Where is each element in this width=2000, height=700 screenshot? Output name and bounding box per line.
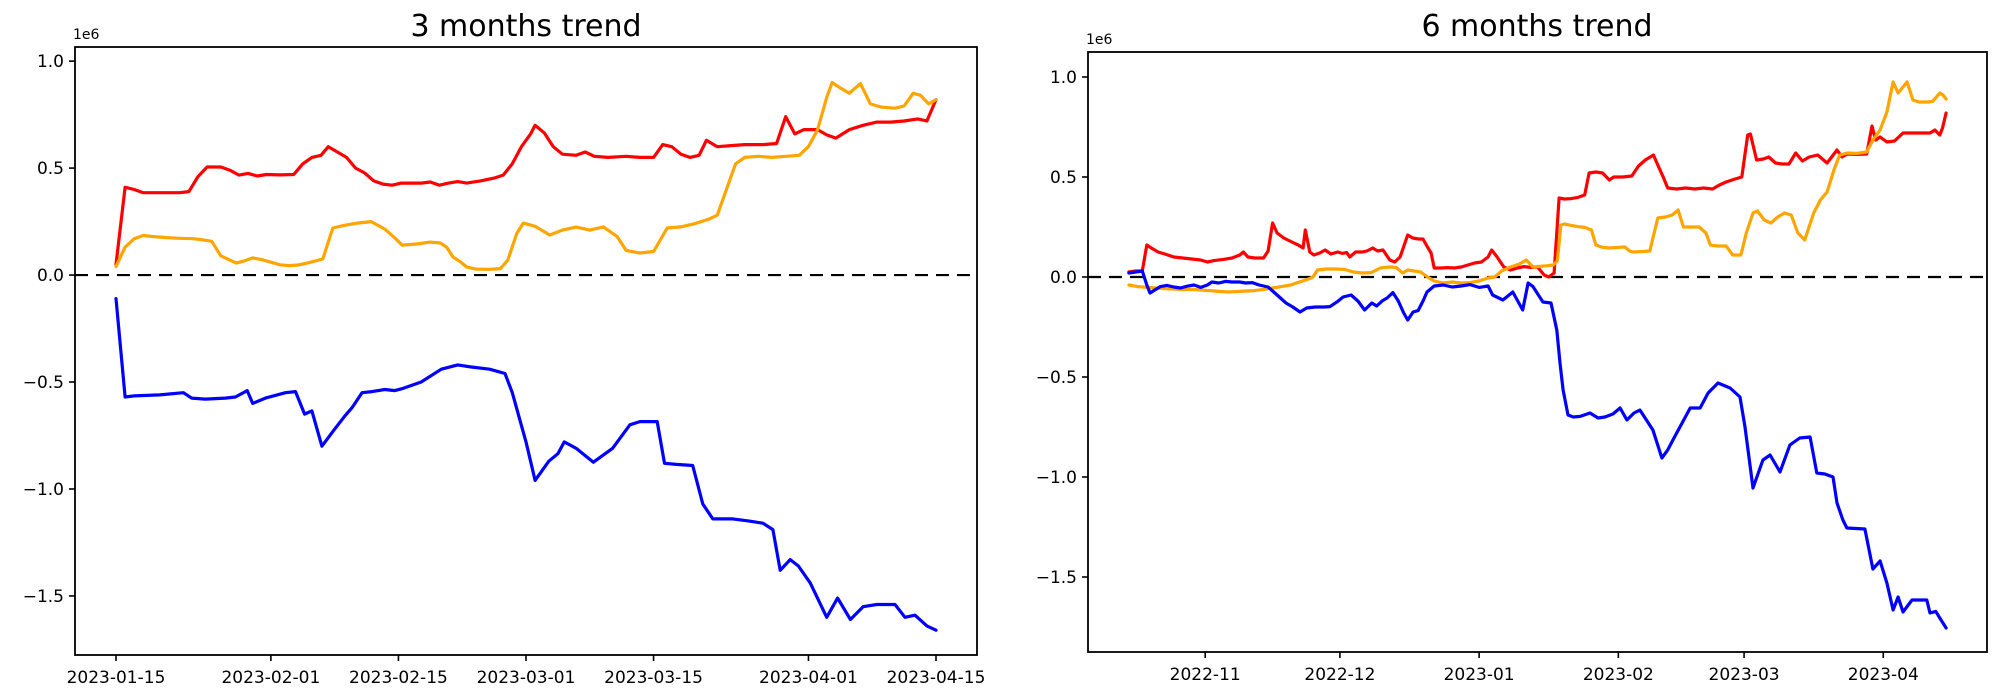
x-tick-label: 2022-11 [1170, 665, 1241, 685]
y-tick-label: −1.5 [1036, 568, 1077, 588]
x-tick-label: 2023-01 [1444, 665, 1515, 685]
x-tick-label: 2023-02-15 [349, 668, 448, 688]
axes-frame [1087, 51, 1988, 653]
axes-right: 2022-11 2022-12 2023-01 2023-02 2023-03 2023-… [1036, 51, 1988, 685]
series-blue-line [1127, 269, 1948, 630]
chart-title-left: 3 months trend [410, 9, 641, 44]
chart-title-right: 6 months trend [1421, 9, 1652, 44]
y-tick-label: −0.5 [1036, 368, 1077, 388]
series-blue-line [114, 297, 938, 632]
x-tick-label: 2023-01-15 [67, 668, 166, 688]
x-tick-label: 2023-03 [1709, 665, 1780, 685]
y-tick-label: 1.0 [37, 52, 64, 72]
y-tick-label: 0.0 [37, 266, 64, 286]
y-axis-offset-label-right: 1e6 [1086, 32, 1113, 48]
series-orange-line [1127, 80, 1948, 294]
x-tick-label: 2023-04-15 [887, 668, 986, 688]
y-tick-label: −1.0 [23, 480, 64, 500]
x-tick-label: 2022-12 [1304, 665, 1375, 685]
y-tick-label: −1.5 [23, 587, 64, 607]
x-tick-label: 2023-02-01 [221, 668, 320, 688]
y-tick-label: −0.5 [23, 373, 64, 393]
x-tick-label: 2023-02 [1583, 665, 1654, 685]
axes-left: 2023-01-15 2023-02-01 2023-02-15 2023-03-01… [23, 46, 986, 688]
y-tick-label: −1.0 [1036, 468, 1077, 488]
series-red-line [114, 97, 938, 266]
x-tick-label: 2023-03-15 [604, 668, 703, 688]
y-tick-label: 0.5 [1050, 168, 1077, 188]
series-orange-line [114, 80, 938, 271]
x-tick-label: 2023-04-01 [759, 668, 858, 688]
series-red-line [1127, 111, 1948, 279]
y-tick-label: 0.5 [37, 159, 64, 179]
x-tick-label: 2023-04 [1848, 665, 1919, 685]
x-tick-label: 2023-03-01 [477, 668, 576, 688]
y-tick-label: 1.0 [1050, 68, 1077, 88]
y-tick-label: 0.0 [1050, 268, 1077, 288]
y-axis-offset-label-left: 1e6 [73, 27, 100, 43]
